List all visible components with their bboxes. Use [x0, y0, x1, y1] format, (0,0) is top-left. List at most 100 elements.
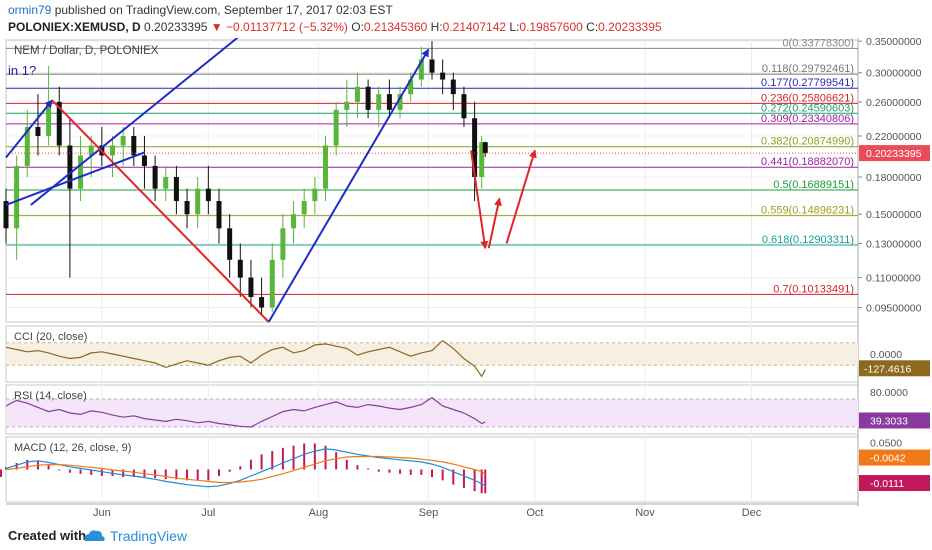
- y-tick-label: 0.30000000: [866, 68, 922, 80]
- tradingview-brand[interactable]: TradingView: [110, 528, 188, 544]
- x-tick-label: Sep: [419, 507, 439, 519]
- candle-body: [344, 101, 350, 110]
- candle-body: [291, 214, 297, 229]
- macd-hist-bar: [367, 468, 370, 470]
- macd-hist-bar: [462, 469, 465, 488]
- macd-value-tag: [859, 449, 930, 466]
- candle-body: [397, 94, 403, 110]
- y-tick-label: 0.09500000: [866, 303, 922, 315]
- x-tick-label: Dec: [742, 507, 762, 519]
- y-tick-label: 0.18000000: [866, 172, 922, 184]
- candle-body: [237, 259, 243, 278]
- macd-hist-bar: [480, 469, 483, 494]
- macd-hist-bar: [196, 469, 199, 481]
- high-label: H:: [430, 20, 443, 34]
- open-label: O:: [351, 20, 364, 34]
- fib-level-label: 0.382(0.20874990): [761, 136, 854, 148]
- macd-hist-bar: [58, 469, 61, 471]
- macd-hist-bar: [0, 469, 2, 477]
- candle-body: [376, 94, 382, 110]
- candle-body: [280, 228, 286, 260]
- ohlc-line: POLONIEX:XEMUSD, D 0.20233395 ▼ −0.01137…: [8, 20, 662, 34]
- fib-level-label: 0(0.33778300): [782, 38, 854, 49]
- trendline: [505, 149, 537, 244]
- candle-body: [205, 188, 211, 202]
- macd-hist-bar: [356, 465, 359, 470]
- candle-body: [472, 118, 478, 177]
- y-tick-label: 0.11000000: [866, 273, 921, 285]
- trendline: [30, 38, 239, 206]
- annotation-text: in 1?: [8, 63, 36, 78]
- y-tick-label: 0.13000000: [866, 238, 922, 250]
- candle-body: [248, 277, 254, 298]
- macd-hist-bar: [26, 459, 29, 470]
- author-link[interactable]: ormin79: [8, 3, 52, 17]
- candle-body: [450, 79, 456, 95]
- candle-body: [216, 201, 222, 229]
- macd-hist-bar: [47, 465, 50, 470]
- cci-tick-label: 0.0000: [870, 349, 902, 361]
- macd-hist-bar: [345, 459, 348, 470]
- macd-hist-bar: [409, 469, 412, 475]
- macd-hist-bar: [15, 463, 18, 470]
- last-price-label: 0.20233395: [866, 148, 922, 160]
- y-tick-label: 0.15000000: [866, 209, 922, 221]
- x-tick-label: Oct: [526, 507, 543, 519]
- tradingview-cloud-icon: [84, 530, 105, 541]
- x-tick-label: Nov: [635, 507, 655, 519]
- fib-level-label: 0.618(0.12903311): [762, 234, 854, 246]
- fib-level-label: 0.236(0.25806621): [761, 92, 854, 104]
- candle-body: [35, 126, 41, 137]
- macd-hist-bar: [175, 469, 178, 480]
- cci-value-label: -127.4616: [864, 363, 911, 375]
- macd-hist-bar: [79, 469, 82, 474]
- candle-body: [67, 145, 73, 189]
- trendline: [487, 197, 502, 249]
- main-pane: [5, 39, 859, 323]
- macd-hist-bar: [249, 459, 252, 470]
- candle-body: [301, 201, 307, 215]
- macd-hist-bar: [122, 469, 125, 478]
- candle-body: [408, 79, 414, 95]
- rsi-line: [5, 396, 486, 428]
- macd-hist-bar: [484, 469, 487, 494]
- candle-body: [333, 109, 339, 146]
- candle-body: [461, 94, 467, 119]
- trendline: [51, 99, 270, 323]
- publish-line: ormin79 published on TradingView.com, Se…: [8, 3, 393, 17]
- fib-level-label: 0.441(0.18882070): [761, 156, 854, 168]
- signal-value-label: -0.0111: [870, 478, 904, 490]
- trendline: [470, 150, 489, 250]
- candle-body: [14, 165, 20, 229]
- chart-canvas[interactable]: Jun Jul Aug Sep Oct Nov Dec 0.35000000 0.3000000…: [0, 38, 932, 522]
- candle-body: [269, 259, 275, 308]
- fib-level-label: 0.309(0.23340806): [761, 113, 854, 125]
- macd-hist-bar: [186, 469, 189, 481]
- fib-level-label: 0.559(0.14896231): [761, 205, 854, 217]
- candle-body: [110, 145, 115, 156]
- macd-hist-bar: [399, 469, 402, 474]
- macd-hist-bar: [228, 469, 231, 472]
- candle-body: [78, 155, 84, 189]
- macd-hist-bar: [324, 445, 327, 470]
- candle-body: [131, 136, 137, 156]
- candle-body: [46, 101, 52, 137]
- fib-level-label: 0.7(0.10133491): [773, 283, 854, 295]
- macd-hist-bar: [420, 469, 423, 475]
- signal-value-tag: [859, 475, 930, 492]
- candle-body: [354, 86, 360, 102]
- rsi-value-tag: [859, 412, 930, 429]
- candle-body: [479, 142, 485, 177]
- macd-hist-bar: [377, 469, 380, 472]
- cci-value-tag: [859, 360, 930, 377]
- rsi-title: RSI (14, close): [14, 390, 87, 402]
- candle-body: [323, 145, 328, 189]
- y-tick-label: 0.22000000: [866, 131, 922, 143]
- trendline: [5, 99, 53, 159]
- down-triangle-icon: ▼: [210, 20, 223, 34]
- published-text: published on TradingView.com, September …: [54, 3, 393, 17]
- footer: Created with TradingView: [0, 522, 932, 550]
- macd-line: [5, 448, 486, 488]
- macd-hist-bar: [271, 451, 274, 470]
- macd-hist-bar: [68, 469, 71, 473]
